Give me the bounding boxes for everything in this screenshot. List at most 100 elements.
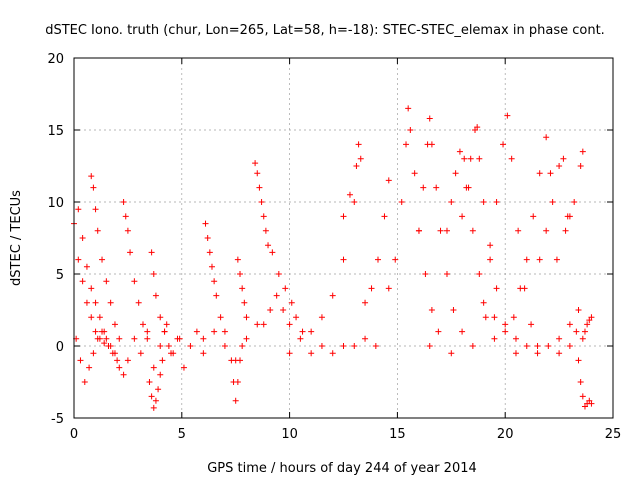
data-point bbox=[474, 124, 481, 131]
data-series bbox=[88, 173, 123, 342]
data-point bbox=[553, 256, 560, 263]
data-point bbox=[428, 141, 435, 148]
data-series bbox=[148, 249, 172, 349]
data-point bbox=[193, 328, 200, 335]
data-point bbox=[232, 397, 239, 404]
data-point bbox=[217, 314, 224, 321]
data-point bbox=[86, 364, 93, 371]
data-point bbox=[148, 393, 155, 400]
data-point bbox=[234, 256, 241, 263]
data-point bbox=[523, 256, 530, 263]
data-point bbox=[480, 199, 487, 205]
data-point bbox=[482, 314, 489, 321]
data-point bbox=[504, 112, 511, 119]
data-point bbox=[241, 299, 248, 306]
data-point bbox=[94, 227, 101, 234]
data-point bbox=[124, 227, 131, 234]
data-point bbox=[213, 292, 220, 299]
data-point bbox=[577, 379, 584, 385]
data-point bbox=[385, 285, 392, 292]
y-tick-label: 15 bbox=[47, 124, 64, 139]
data-point bbox=[536, 170, 543, 177]
data-point bbox=[340, 343, 347, 349]
data-point bbox=[228, 357, 235, 364]
data-point bbox=[411, 170, 418, 177]
data-point bbox=[340, 213, 347, 220]
x-tick-label: 15 bbox=[389, 427, 406, 442]
data-point bbox=[407, 127, 414, 133]
x-tick-label: 20 bbox=[497, 427, 514, 442]
data-point bbox=[204, 235, 211, 241]
data-point bbox=[512, 335, 519, 342]
data-point bbox=[150, 271, 157, 277]
data-point bbox=[510, 314, 517, 321]
data-point bbox=[308, 328, 315, 335]
data-point bbox=[549, 199, 556, 205]
data-series bbox=[459, 124, 509, 328]
data-point bbox=[88, 314, 95, 321]
data-point bbox=[200, 335, 207, 342]
data-point bbox=[461, 155, 468, 162]
data-point bbox=[90, 350, 97, 357]
data-series bbox=[260, 292, 306, 335]
data-point bbox=[448, 199, 455, 205]
plot-frame bbox=[73, 57, 614, 419]
data-point bbox=[237, 271, 244, 277]
data-point bbox=[443, 227, 450, 234]
data-point bbox=[146, 379, 153, 385]
data-point bbox=[517, 285, 524, 292]
x-tick-label: 0 bbox=[70, 427, 78, 442]
data-point bbox=[206, 249, 213, 256]
data-point bbox=[346, 191, 353, 198]
data-point bbox=[88, 285, 95, 292]
data-point bbox=[288, 299, 295, 306]
data-point bbox=[415, 227, 422, 234]
data-point bbox=[448, 350, 455, 357]
data-point bbox=[163, 321, 170, 328]
data-series bbox=[480, 112, 535, 328]
data-point bbox=[422, 271, 429, 277]
data-series bbox=[228, 343, 246, 404]
data-point bbox=[157, 343, 164, 349]
data-point bbox=[543, 134, 550, 141]
data-point bbox=[94, 335, 101, 342]
data-point bbox=[493, 285, 500, 292]
data-point bbox=[556, 163, 563, 169]
y-tick-label: 10 bbox=[47, 196, 64, 211]
data-point bbox=[443, 271, 450, 277]
data-point bbox=[144, 335, 151, 342]
data-point bbox=[403, 141, 410, 148]
data-point bbox=[329, 292, 336, 299]
data-point bbox=[318, 314, 325, 321]
data-point bbox=[575, 357, 582, 364]
data-point bbox=[355, 141, 362, 148]
data-point bbox=[211, 278, 218, 285]
data-point bbox=[530, 213, 537, 220]
data-series bbox=[73, 328, 127, 385]
data-point bbox=[560, 155, 567, 162]
data-point bbox=[512, 350, 519, 357]
data-point bbox=[562, 227, 569, 234]
data-point bbox=[579, 335, 586, 342]
data-point bbox=[381, 213, 388, 220]
data-series bbox=[579, 314, 595, 342]
data-point bbox=[83, 263, 90, 270]
data-point bbox=[534, 343, 541, 349]
data-point bbox=[88, 173, 95, 180]
data-point bbox=[107, 343, 114, 349]
data-point bbox=[577, 163, 584, 169]
data-point bbox=[155, 386, 162, 393]
data-point bbox=[566, 343, 573, 349]
data-point bbox=[545, 343, 552, 349]
data-point bbox=[556, 350, 563, 357]
data-point bbox=[152, 292, 159, 299]
data-point bbox=[77, 357, 84, 364]
data-point bbox=[308, 350, 315, 357]
data-point bbox=[318, 343, 325, 349]
data-point bbox=[588, 400, 595, 407]
data-point bbox=[83, 299, 90, 306]
data-point bbox=[101, 340, 108, 347]
data-series bbox=[75, 206, 108, 335]
data-point bbox=[362, 335, 369, 342]
data-point bbox=[120, 371, 127, 378]
